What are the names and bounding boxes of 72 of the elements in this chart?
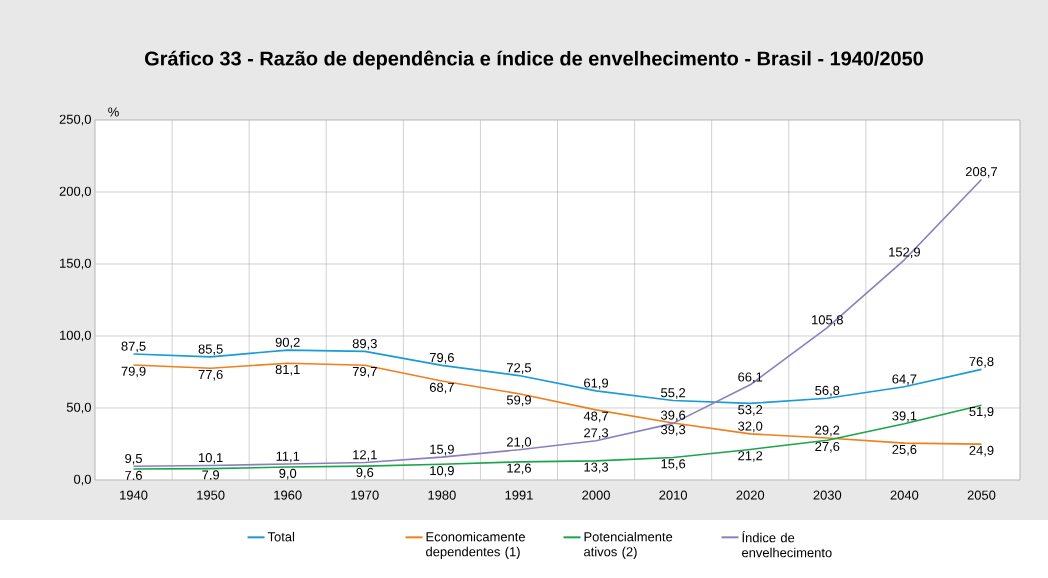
data-label: 10,1 bbox=[199, 453, 223, 464]
data-label: 25,6 bbox=[892, 444, 917, 456]
data-label: 56,8 bbox=[815, 385, 840, 397]
x-tick-label: 2040 bbox=[890, 490, 919, 500]
data-label: 29,2 bbox=[815, 425, 840, 437]
data-label: 15,9 bbox=[430, 444, 454, 456]
data-label: 79,7 bbox=[352, 366, 377, 378]
data-label: 53,2 bbox=[738, 405, 763, 416]
data-label: 77,6 bbox=[198, 369, 223, 381]
data-label: 27,6 bbox=[815, 441, 840, 453]
data-label: 39,1 bbox=[892, 411, 917, 422]
data-label: 27,3 bbox=[584, 428, 609, 439]
data-label: 7,6 bbox=[125, 470, 142, 482]
x-tick-label: 1940 bbox=[120, 490, 148, 500]
y-tick-label: 250,0 bbox=[59, 114, 91, 126]
data-label: 12,1 bbox=[353, 450, 377, 461]
data-label: 55,2 bbox=[661, 388, 686, 399]
y-tick-label: 150,0 bbox=[60, 258, 91, 270]
legend-label: Índice de envelhecimento bbox=[742, 530, 832, 558]
data-label: 15,6 bbox=[661, 459, 686, 470]
x-tick-label: 1991 bbox=[505, 490, 533, 500]
data-label: 10,9 bbox=[430, 465, 454, 477]
x-tick-label: 2010 bbox=[659, 490, 688, 500]
data-label: 13,3 bbox=[584, 462, 609, 474]
x-tick-label: 1980 bbox=[428, 490, 456, 500]
x-tick-label: 2000 bbox=[582, 490, 610, 500]
data-label: 48,7 bbox=[583, 411, 608, 423]
data-label: 21,2 bbox=[738, 451, 763, 462]
data-label: 90,2 bbox=[275, 337, 300, 349]
data-label: 9,6 bbox=[356, 467, 374, 479]
y-tick-label: 100,0 bbox=[60, 330, 91, 342]
data-label: 79,6 bbox=[429, 352, 454, 364]
data-label: 12,6 bbox=[507, 463, 532, 475]
y-tick-label: 50,0 bbox=[66, 402, 91, 414]
legend-label: Potencialmente ativos (2) bbox=[584, 531, 673, 559]
data-label: 59,9 bbox=[506, 395, 531, 407]
data-label: 9,0 bbox=[279, 468, 297, 480]
data-label: 39,6 bbox=[661, 410, 686, 422]
data-label: 51,9 bbox=[969, 406, 994, 418]
data-label: 39,3 bbox=[661, 425, 686, 436]
data-label: 81,1 bbox=[275, 364, 300, 376]
data-label: 32,0 bbox=[738, 421, 763, 433]
x-tick-label: 1960 bbox=[274, 490, 302, 500]
data-label: 66,1 bbox=[738, 372, 763, 384]
data-label: 7,9 bbox=[202, 470, 220, 482]
data-label: 152,9 bbox=[889, 247, 920, 259]
legend-label: Economicamente dependentes (1) bbox=[426, 531, 525, 559]
x-tick-label: 2030 bbox=[813, 490, 842, 500]
data-label: 85,5 bbox=[198, 344, 223, 356]
data-label: 87,5 bbox=[121, 341, 146, 353]
data-label: 72,5 bbox=[507, 363, 532, 374]
x-tick-label: 2020 bbox=[736, 490, 765, 500]
data-label: 9,5 bbox=[125, 453, 143, 465]
data-label: 24,9 bbox=[969, 445, 994, 457]
data-label: 61,9 bbox=[584, 378, 609, 390]
data-label: 105,8 bbox=[812, 315, 843, 326]
data-label: 76,8 bbox=[969, 356, 994, 368]
data-label: 21,0 bbox=[507, 437, 532, 449]
legend-label: Total bbox=[267, 531, 295, 542]
chart-title: Gráfico 33 - Razão de dependência e índice de envelhecimento - Brasil - 1940/2050 bbox=[145, 50, 923, 70]
x-tick-label: 1970 bbox=[351, 490, 379, 500]
data-label: 89,3 bbox=[352, 338, 377, 350]
data-label: 64,7 bbox=[892, 374, 917, 386]
x-tick-label: 2050 bbox=[967, 490, 996, 500]
data-label: 68,7 bbox=[429, 382, 454, 394]
data-label: 11,1 bbox=[276, 451, 300, 463]
y-tick-label: 200,0 bbox=[59, 186, 91, 198]
x-tick-label: 1950 bbox=[197, 490, 225, 500]
data-label: 208,7 bbox=[965, 167, 998, 178]
data-label: 79,9 bbox=[121, 366, 146, 378]
y-axis-title: % bbox=[108, 107, 119, 117]
y-tick-label: 0,0 bbox=[73, 474, 91, 486]
